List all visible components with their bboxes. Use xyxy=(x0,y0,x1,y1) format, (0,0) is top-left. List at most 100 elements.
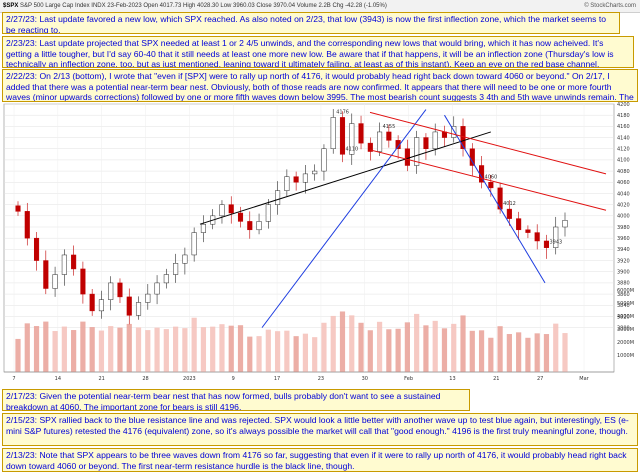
volume-bar xyxy=(349,315,355,372)
price-annotation: 4176 xyxy=(336,109,349,115)
candle-body xyxy=(349,123,355,155)
date-tick-label: 17 xyxy=(274,376,280,382)
black-neckline xyxy=(199,131,491,225)
candle-body xyxy=(117,282,123,298)
volume-bar xyxy=(506,334,512,372)
candle-body xyxy=(293,176,299,183)
candle-body xyxy=(553,226,559,248)
candle-body xyxy=(312,170,318,175)
volume-bar xyxy=(330,315,336,372)
volume-bar xyxy=(200,327,207,372)
volume-bar xyxy=(404,322,410,372)
volume-tick-label: 5000M xyxy=(617,301,634,307)
volume-bar xyxy=(321,322,327,372)
price-tick-label: 3820 xyxy=(617,314,630,320)
candle-body xyxy=(89,293,95,312)
volume-bar xyxy=(441,328,448,372)
candle-body xyxy=(506,208,512,219)
candle-body xyxy=(61,254,67,275)
volume-bar xyxy=(117,327,123,372)
volume-bar xyxy=(80,321,86,372)
candle-body xyxy=(126,296,132,316)
price-tick-label: 4200 xyxy=(617,102,630,108)
candle-body xyxy=(71,254,77,270)
price-tick-label: 3800 xyxy=(617,325,630,331)
candle-body xyxy=(108,282,114,300)
volume-bar xyxy=(126,323,132,372)
volume-bar xyxy=(43,321,49,372)
candle-body xyxy=(562,220,568,228)
candle-body xyxy=(154,282,160,295)
candle-body xyxy=(321,148,327,172)
volume-bar xyxy=(358,322,364,372)
price-tick-label: 3920 xyxy=(617,258,630,264)
price-tick-label: 4100 xyxy=(617,158,630,164)
date-tick-label: 28 xyxy=(142,376,148,382)
candle-body xyxy=(543,240,550,248)
candle-body xyxy=(497,187,503,210)
candle-body xyxy=(200,223,206,233)
note-2-27: 2/27/23: Last update favored a new low, … xyxy=(2,12,620,34)
price-tick-label: 4140 xyxy=(617,135,630,141)
price-annotation: 4060 xyxy=(485,174,498,180)
candle-body xyxy=(219,204,225,217)
ticker-symbol: $SPX xyxy=(3,3,19,9)
price-annotation: 4110 xyxy=(345,146,358,152)
volume-bar xyxy=(284,330,290,372)
volume-tick-label: 3000M xyxy=(617,327,634,333)
candle-body xyxy=(377,131,383,152)
volume-bar xyxy=(173,326,179,372)
volume-bar xyxy=(71,330,77,372)
volume-bar xyxy=(460,315,466,372)
candle-body xyxy=(451,126,457,138)
candle-body xyxy=(52,274,58,289)
price-tick-label: 3900 xyxy=(617,270,630,276)
volume-bar xyxy=(312,337,318,372)
volume-bar xyxy=(562,333,568,372)
date-tick-label: 2023 xyxy=(183,376,196,382)
volume-bar xyxy=(469,330,475,372)
price-tick-label: 4120 xyxy=(617,147,630,153)
price-tick-label: 4080 xyxy=(617,169,630,175)
price-annotations: 4176 4155 4110 4060 4012 3943 xyxy=(336,109,562,245)
candle-body xyxy=(367,142,373,152)
date-tick-label: 21 xyxy=(493,376,499,382)
candle-body xyxy=(145,293,151,303)
candle-body xyxy=(386,131,392,141)
volume-bar xyxy=(135,327,142,372)
volume-bar xyxy=(210,326,216,372)
volume-bar xyxy=(432,320,438,372)
price-annotation: 4155 xyxy=(383,124,396,130)
source-credit: © StockCharts.com xyxy=(584,3,636,9)
candle-body xyxy=(265,204,271,222)
candle-body xyxy=(469,148,475,166)
date-tick-label: 14 xyxy=(55,376,61,382)
volume-bar xyxy=(219,324,225,372)
candle-body xyxy=(358,123,364,144)
candle-body xyxy=(182,254,188,264)
volume-bar xyxy=(376,321,383,372)
price-tick-label: 3840 xyxy=(617,303,630,309)
candle-body xyxy=(330,117,336,149)
candle-body xyxy=(237,212,244,222)
candle-body xyxy=(43,260,49,289)
date-tick-label: 23 xyxy=(318,376,324,382)
candle-body xyxy=(15,205,21,212)
candle-body xyxy=(488,182,494,189)
candle-body xyxy=(275,190,281,205)
volume-bar xyxy=(516,332,522,372)
volume-bar xyxy=(543,334,550,372)
volume-bar xyxy=(451,323,457,372)
date-tick-label: Feb xyxy=(404,376,413,382)
date-tick-label: 21 xyxy=(99,376,105,382)
candle-body xyxy=(302,173,308,183)
price-tick-label: 4040 xyxy=(617,191,630,197)
volume-bar xyxy=(534,333,540,372)
red-channel-upper xyxy=(369,111,607,175)
candle-body xyxy=(98,299,104,312)
date-tick-label: 13 xyxy=(449,376,455,382)
candle-body xyxy=(24,211,30,239)
volume-bar xyxy=(367,330,373,372)
blue-falling-line xyxy=(444,114,546,284)
